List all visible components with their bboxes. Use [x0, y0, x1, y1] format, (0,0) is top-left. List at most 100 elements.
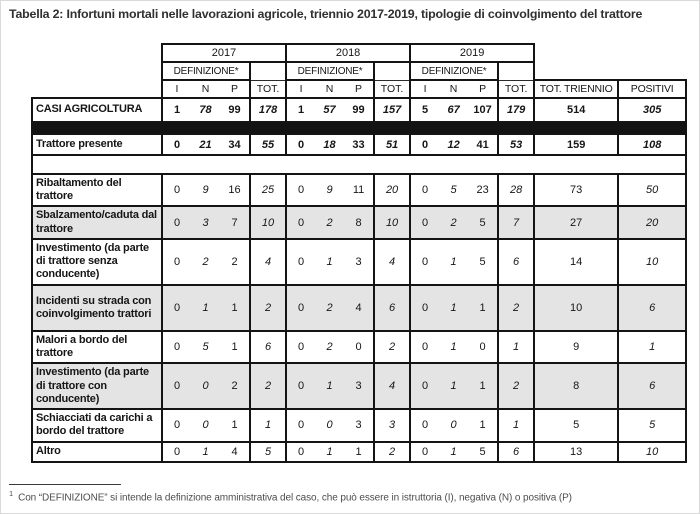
value-cell: 0	[191, 362, 220, 411]
spacer-row	[30, 154, 688, 175]
value-cell: 5	[409, 97, 440, 123]
value-cell: 16	[220, 172, 250, 208]
header-blank	[618, 62, 687, 80]
value-cell: 57	[315, 97, 345, 123]
value-cell: 108	[617, 133, 688, 156]
value-cell: 99	[220, 97, 250, 123]
value-cell: 18	[315, 133, 345, 156]
value-cell: 1	[497, 408, 535, 443]
value-cell: 6	[497, 440, 535, 463]
value-cell: 0	[285, 329, 316, 365]
value-cell: 1	[439, 440, 469, 463]
value-cell: 0	[161, 205, 191, 240]
value-cell: 0	[409, 205, 440, 240]
header-columns-row: I N P TOT. I N P TOT. I N P TOT. TOT. TR…	[32, 79, 688, 99]
value-cell: 21	[191, 133, 220, 156]
col-header-n: N	[439, 79, 469, 99]
value-cell: 4	[373, 237, 411, 286]
year-header-2019: 2019	[409, 43, 536, 63]
value-cell: 41	[468, 133, 499, 156]
value-cell: 0	[315, 408, 345, 443]
col-header-p: P	[468, 79, 500, 99]
value-cell: 6	[497, 237, 535, 286]
value-cell: 0	[161, 408, 191, 443]
table-row: Malori a bordo del trattore 0 5 1 6 0 2 0 2 0 1 0 1 9…	[31, 329, 688, 365]
col-header-n: N	[315, 79, 345, 99]
value-cell: 1	[191, 440, 220, 463]
value-cell: 0	[161, 283, 191, 332]
value-cell: 10	[617, 237, 688, 286]
value-cell: 53	[497, 133, 535, 156]
value-cell: 51	[373, 133, 411, 156]
value-cell: 0	[409, 237, 440, 286]
value-cell: 4	[373, 362, 411, 411]
value-cell: 6	[248, 329, 287, 365]
value-cell: 0	[344, 329, 375, 365]
footnote: 1 Con “DEFINIZIONE” si intende la definiz…	[9, 489, 694, 503]
col-header-p: P	[220, 79, 251, 99]
value-cell: 27	[533, 205, 619, 240]
value-cell: 1	[285, 97, 316, 123]
value-cell: 1	[617, 329, 688, 365]
value-cell: 3	[344, 237, 375, 286]
value-cell: 107	[468, 97, 499, 123]
table-row: Sbalzamento/caduta dal trattore 0 3 7 10 0 2 8 1…	[31, 205, 688, 240]
row-label: Sbalzamento/caduta dal trattore	[31, 205, 163, 240]
table-row: Investimento (da parte di trattore con c…	[31, 362, 688, 411]
value-cell: 7	[220, 205, 250, 240]
row-label: Altro	[31, 440, 163, 463]
col-header-p: P	[344, 79, 376, 99]
value-cell: 3	[191, 205, 220, 240]
header-blank	[618, 44, 687, 62]
col-header-n: N	[191, 79, 220, 99]
value-cell: 10	[533, 283, 619, 332]
year-header-2018: 2018	[285, 43, 412, 63]
value-cell: 2	[191, 237, 220, 286]
value-cell: 0	[161, 133, 191, 156]
value-cell: 1	[468, 362, 499, 411]
header-year-row: 2017 2018 2019	[32, 43, 687, 63]
value-cell: 2	[439, 205, 469, 240]
value-cell: 11	[344, 172, 375, 208]
value-cell: 0	[439, 408, 469, 443]
year-header-2017: 2017	[160, 43, 288, 63]
value-cell: 1	[439, 362, 469, 411]
value-cell: 0	[191, 408, 220, 443]
value-cell: 0	[285, 205, 316, 240]
value-cell: 1	[161, 97, 191, 123]
col-header-positivi: POSITIVI	[617, 79, 688, 99]
value-cell: 10	[248, 205, 287, 240]
value-cell: 2	[220, 237, 250, 286]
value-cell: 33	[344, 133, 375, 156]
col-header-tot: TOT.	[248, 79, 288, 99]
value-cell: 0	[161, 362, 191, 411]
value-cell: 50	[617, 172, 688, 208]
value-cell: 1	[497, 329, 535, 365]
value-cell: 2	[373, 329, 411, 365]
value-cell: 0	[161, 440, 191, 463]
footnote-marker: 1	[9, 489, 14, 498]
value-cell: 99	[344, 97, 375, 123]
value-cell: 5	[248, 440, 287, 463]
table-row: Investimento (da parte di trattore senza…	[31, 237, 688, 286]
col-header-tot: TOT.	[373, 79, 412, 99]
value-cell: 2	[497, 283, 535, 332]
value-cell: 5	[533, 408, 619, 443]
header-blank	[32, 44, 162, 62]
value-cell: 23	[468, 172, 499, 208]
col-header-i: I	[161, 79, 191, 99]
row-label: Investimento (da parte di trattore con c…	[31, 362, 163, 411]
value-cell: 4	[248, 237, 287, 286]
value-cell: 5	[468, 440, 499, 463]
header-blank	[373, 61, 412, 80]
table-row: Schiacciati da carichi a bordo del tratt…	[31, 408, 688, 443]
value-cell: 28	[497, 172, 535, 208]
value-cell: 4	[220, 440, 250, 463]
value-cell: 8	[344, 205, 375, 240]
value-cell: 0	[409, 362, 440, 411]
value-cell: 0	[409, 133, 440, 156]
value-cell: 0	[409, 283, 440, 332]
value-cell: 1	[439, 283, 469, 332]
value-cell: 178	[248, 97, 287, 123]
